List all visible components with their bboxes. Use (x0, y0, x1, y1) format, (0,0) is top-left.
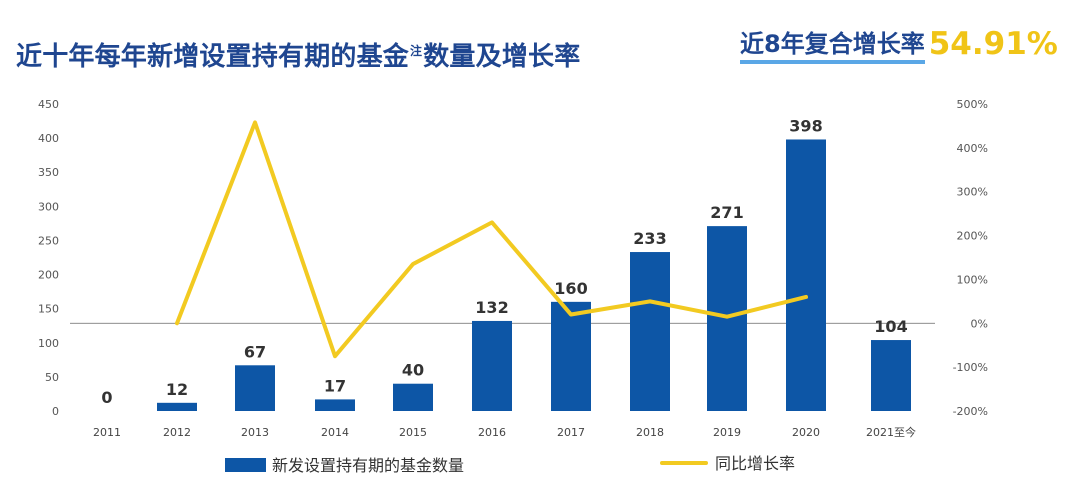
legend-bar-marker (225, 458, 266, 472)
right-axis-tick-label: -200% (953, 405, 988, 418)
bar-data-label: 12 (166, 380, 188, 399)
right-axis-tick-label: 0% (971, 317, 988, 330)
legend-bar-label: 新发设置持有期的基金数量 (272, 456, 464, 475)
legend-line-label: 同比增长率 (715, 454, 795, 473)
left-axis-tick-label: 350 (38, 166, 59, 179)
title-note-superscript: 注 (410, 44, 423, 59)
page-title: 近十年每年新增设置持有期的基金注数量及增长率 (16, 36, 580, 73)
right-axis-tick-label: 300% (957, 186, 988, 199)
bar-2020 (786, 139, 826, 411)
left-axis-tick-label: 150 (38, 303, 59, 316)
bar-data-label: 0 (101, 388, 112, 407)
right-axis-tick-label: 500% (957, 98, 988, 111)
page-title-main: 近十年每年新增设置持有期的基金 (16, 42, 410, 72)
left-axis-tick-label: 400 (38, 132, 59, 145)
x-axis-tick-label: 2020 (792, 426, 820, 439)
right-axis-tick-label: 100% (957, 273, 988, 286)
bar-2012 (157, 402, 197, 411)
left-axis-tick-label: 100 (38, 337, 59, 350)
bar-data-label: 67 (244, 342, 266, 361)
bar-2016 (472, 320, 512, 411)
x-axis-tick-label: 2014 (321, 426, 349, 439)
bar-2021至今 (871, 340, 911, 411)
cagr-summary: 近8年复合增长率 54.91% (740, 24, 1058, 64)
left-axis-tick-label: 300 (38, 200, 59, 213)
bar-data-label: 271 (710, 203, 743, 222)
cagr-label: 近8年复合增长率 (740, 32, 925, 64)
right-axis-tick-label: -100% (953, 361, 988, 374)
bar-data-label: 104 (874, 317, 907, 336)
bar-2014 (315, 399, 355, 411)
bar-2017 (551, 301, 591, 411)
bar-data-label: 233 (633, 229, 666, 248)
x-axis-tick-label: 2018 (636, 426, 664, 439)
bar-data-label: 398 (789, 116, 822, 135)
right-axis-tick-label: 200% (957, 230, 988, 243)
x-axis-tick-label: 2015 (399, 426, 427, 439)
bar-2015 (393, 383, 433, 411)
right-axis-tick-label: 400% (957, 142, 988, 155)
x-axis-tick-label: 2019 (713, 426, 741, 439)
cagr-value: 54.91% (928, 26, 1058, 62)
bar-data-label: 160 (554, 279, 587, 298)
left-axis-tick-label: 200 (38, 269, 59, 282)
bar-data-label: 40 (402, 361, 424, 380)
left-axis-tick-label: 0 (52, 405, 59, 418)
page-title-rest: 数量及增长率 (423, 42, 581, 72)
x-axis-tick-label: 2021至今 (866, 425, 916, 439)
x-axis-tick-label: 2012 (163, 426, 191, 439)
left-axis-tick-label: 50 (45, 371, 59, 384)
x-axis-tick-label: 2013 (241, 426, 269, 439)
left-axis-tick-label: 450 (38, 98, 59, 111)
bar-data-label: 132 (475, 298, 508, 317)
x-axis-tick-label: 2017 (557, 426, 585, 439)
bar-data-label: 17 (324, 376, 346, 395)
bar-2013 (235, 365, 275, 411)
bar-2018 (630, 252, 670, 411)
growth-rate-line (175, 120, 808, 359)
x-axis-tick-label: 2016 (478, 426, 506, 439)
x-axis-tick-label: 2011 (93, 426, 121, 439)
left-axis-tick-label: 250 (38, 234, 59, 247)
